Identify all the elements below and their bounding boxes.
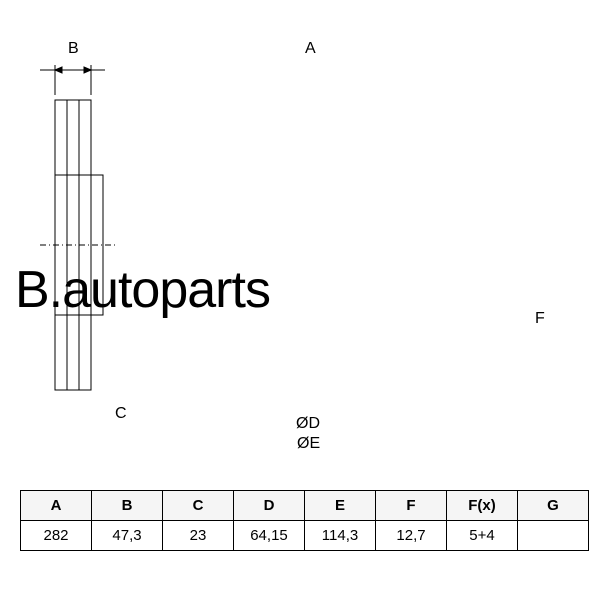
label-C: C xyxy=(115,405,127,423)
label-E: ØE xyxy=(297,435,320,453)
dimension-B xyxy=(40,65,105,95)
val-A: 282 xyxy=(21,521,92,551)
val-C: 23 xyxy=(163,521,234,551)
val-B: 47,3 xyxy=(92,521,163,551)
label-A: A xyxy=(305,40,316,58)
col-E: E xyxy=(305,491,376,521)
label-B: B xyxy=(68,40,79,58)
val-Fx: 5+4 xyxy=(447,521,518,551)
table-data-row: 282 47,3 23 64,15 114,3 12,7 5+4 xyxy=(21,521,589,551)
table-header-row: A B C D E F F(x) G xyxy=(21,491,589,521)
val-D: 64,15 xyxy=(234,521,305,551)
val-G xyxy=(518,521,589,551)
side-view xyxy=(40,100,115,390)
dimensions-table: A B C D E F F(x) G 282 47,3 23 64,15 114… xyxy=(20,490,589,551)
technical-drawing: B C xyxy=(0,0,600,480)
col-A: A xyxy=(21,491,92,521)
col-B: B xyxy=(92,491,163,521)
val-E: 114,3 xyxy=(305,521,376,551)
val-F: 12,7 xyxy=(376,521,447,551)
col-Fx: F(x) xyxy=(447,491,518,521)
col-D: D xyxy=(234,491,305,521)
watermark-text: B.autoparts xyxy=(15,260,270,320)
col-G: G xyxy=(518,491,589,521)
col-F: F xyxy=(376,491,447,521)
drawing-svg xyxy=(0,0,600,480)
col-C: C xyxy=(163,491,234,521)
label-D: ØD xyxy=(296,415,320,433)
label-F: F xyxy=(535,310,545,328)
